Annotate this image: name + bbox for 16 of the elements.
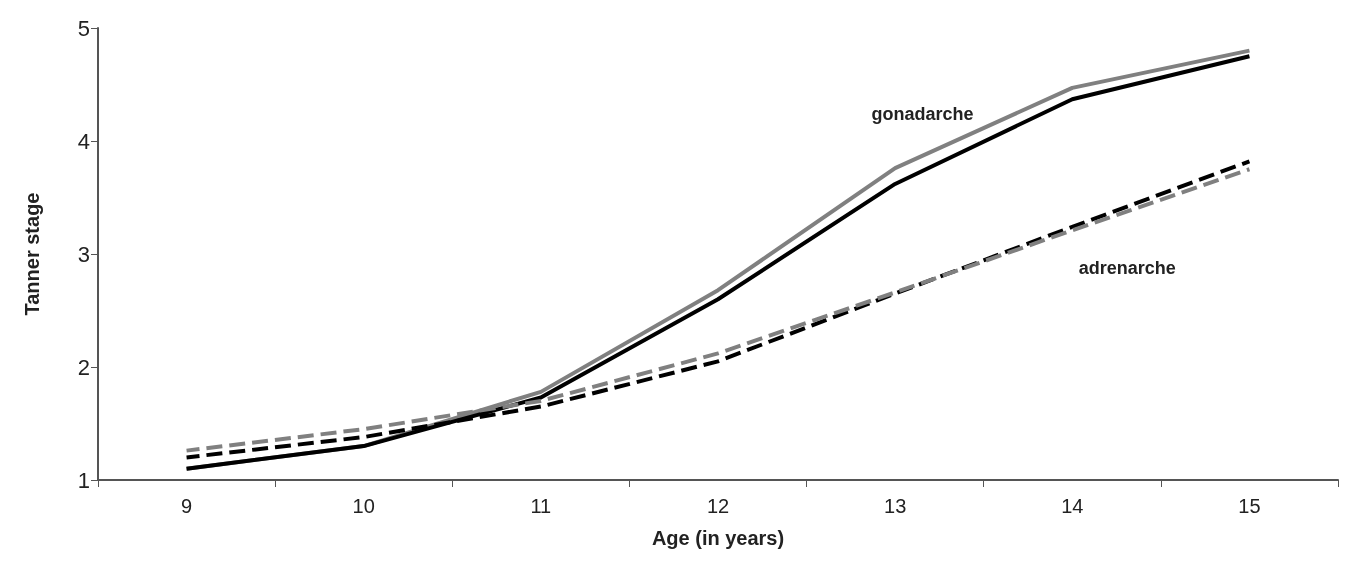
annotation: gonadarche (871, 103, 974, 124)
y-tick-label: 5 (77, 15, 90, 41)
x-axis-title: Age (in years) (651, 527, 785, 549)
x-tick-label: 9 (181, 495, 193, 517)
x-tick-label: 10 (352, 495, 375, 517)
x-tick-label: 13 (884, 495, 907, 517)
y-axis-title: Tanner stage (21, 192, 43, 316)
annotation: adrenarche (1078, 257, 1176, 278)
y-tick-label: 2 (77, 354, 90, 380)
x-tick-label: 11 (530, 495, 552, 517)
y-tick-label: 4 (77, 128, 90, 154)
x-tick-label: 14 (1061, 495, 1084, 517)
x-tick-label: 15 (1238, 495, 1261, 517)
y-tick-label: 1 (77, 467, 90, 493)
x-tick-label: 12 (706, 495, 730, 517)
y-tick-label: 3 (77, 241, 90, 267)
